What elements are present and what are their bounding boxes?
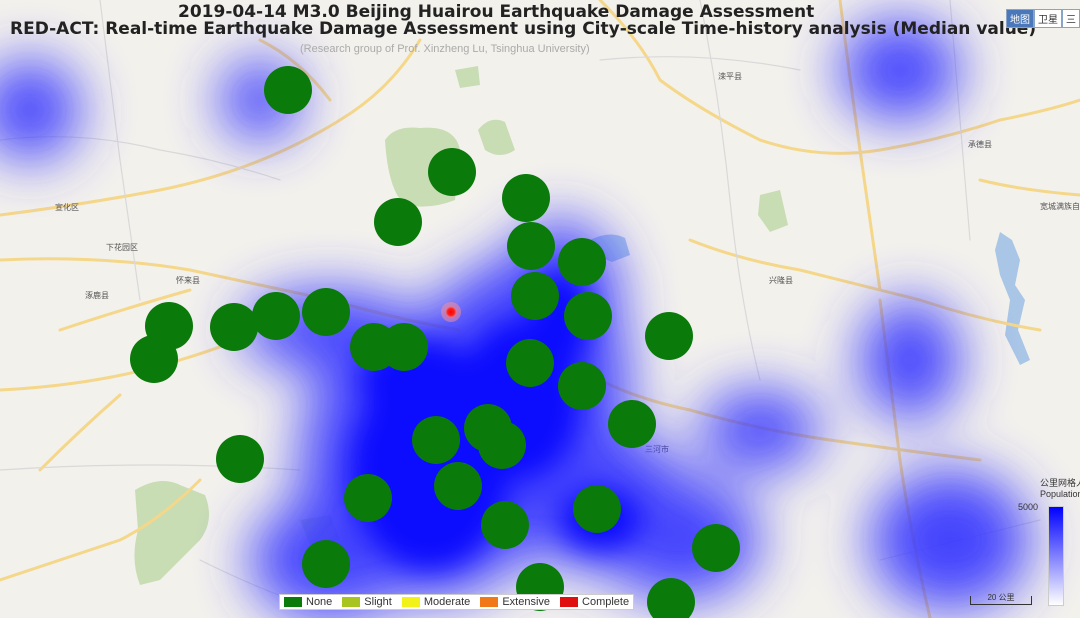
damage-marker-none[interactable] — [380, 323, 428, 371]
legend-item-moderate[interactable]: Moderate — [401, 596, 471, 608]
damage-marker-none[interactable] — [573, 485, 621, 533]
place-label: 滦平县 — [718, 71, 742, 81]
population-legend-max: 5000 — [1018, 502, 1039, 512]
damage-marker-none[interactable] — [502, 174, 550, 222]
damage-marker-none[interactable] — [692, 524, 740, 572]
damage-marker-none[interactable] — [481, 501, 529, 549]
legend-item-none[interactable]: None — [284, 596, 332, 608]
legend-label: Extensive — [502, 596, 551, 608]
damage-marker-none[interactable] — [558, 238, 606, 286]
damage-marker-none[interactable] — [511, 272, 559, 320]
place-label: 涿鹿县 — [85, 290, 109, 300]
damage-marker-none[interactable] — [344, 474, 392, 522]
damage-marker-none[interactable] — [374, 198, 422, 246]
map-type-switch: 地图 卫星 三 — [1006, 9, 1080, 28]
place-label: 兴隆县 — [769, 275, 793, 285]
damage-marker-none[interactable] — [558, 362, 606, 410]
place-label: 怀来县 — [176, 275, 200, 285]
page-title: 2019-04-14 M3.0 Beijing Huairou Earthqua… — [178, 2, 815, 22]
damage-marker-none[interactable] — [608, 400, 656, 448]
damage-marker-none[interactable] — [478, 421, 526, 469]
damage-marker-none[interactable] — [647, 578, 695, 618]
legend-label: Moderate — [423, 596, 471, 608]
epicenter-marker[interactable] — [441, 302, 461, 322]
population-legend-title: 公里网格人口分 Population and — [1040, 476, 1080, 499]
damage-marker-none[interactable] — [130, 335, 178, 383]
population-legend-title-en: Population and — [1040, 489, 1080, 499]
place-label: 下花园区 — [106, 242, 138, 252]
legend-item-extensive[interactable]: Extensive — [480, 596, 550, 608]
population-color-bar — [1048, 506, 1064, 606]
legend-swatch — [480, 597, 499, 607]
legend-swatch — [342, 597, 361, 607]
map-type-map-button[interactable]: 地图 — [1006, 9, 1034, 28]
damage-marker-none[interactable] — [412, 416, 460, 464]
legend-swatch — [284, 597, 302, 607]
damage-marker-none[interactable] — [645, 312, 693, 360]
legend-label: Complete — [582, 596, 630, 608]
legend-item-slight[interactable]: Slight — [342, 596, 392, 608]
page-subtitle-main: RED-ACT: Real-time Earthquake Damage Ass… — [10, 19, 1037, 39]
damage-marker-none[interactable] — [428, 148, 476, 196]
damage-marker-none[interactable] — [264, 66, 312, 114]
damage-legend: None Slight Moderate Extensive Complete — [279, 594, 635, 610]
damage-marker-none[interactable] — [507, 222, 555, 270]
place-label: 宽城满族自 — [1040, 201, 1080, 211]
scale-bar: 20 公里 — [970, 594, 1032, 605]
damage-marker-none[interactable] — [302, 540, 350, 588]
legend-label: Slight — [364, 596, 392, 608]
place-label: 承德县 — [968, 139, 992, 149]
damage-marker-none[interactable] — [434, 462, 482, 510]
map-type-3d-button[interactable]: 三 — [1062, 9, 1080, 28]
map-type-satellite-button[interactable]: 卫星 — [1034, 9, 1062, 28]
legend-item-complete[interactable]: Complete — [560, 596, 629, 608]
damage-marker-none[interactable] — [216, 435, 264, 483]
damage-marker-none[interactable] — [210, 303, 258, 351]
damage-marker-none[interactable] — [252, 292, 300, 340]
place-label: 宣化区 — [55, 202, 79, 212]
damage-marker-none[interactable] — [564, 292, 612, 340]
legend-label: None — [306, 596, 333, 608]
legend-swatch — [401, 597, 420, 607]
population-legend-title-cn: 公里网格人口分 — [1040, 478, 1080, 488]
damage-marker-none[interactable] — [302, 288, 350, 336]
legend-swatch — [560, 597, 579, 607]
damage-marker-none[interactable] — [506, 339, 554, 387]
attribution: (Research group of Prof. Xinzheng Lu, Ts… — [300, 43, 590, 55]
